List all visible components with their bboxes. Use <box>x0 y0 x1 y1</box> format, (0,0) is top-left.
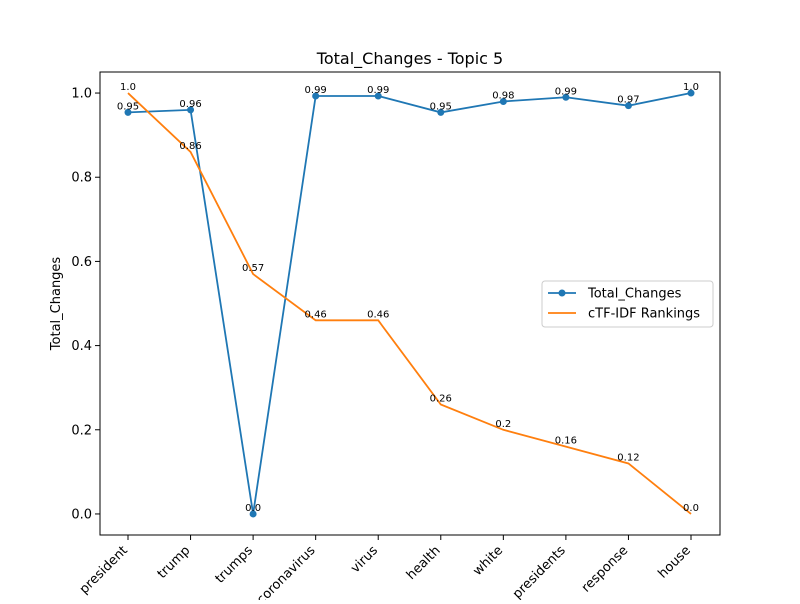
data-label: 1.0 <box>120 82 136 93</box>
data-label: 0.99 <box>555 86 577 97</box>
data-label: 0.95 <box>117 101 139 112</box>
data-point <box>562 93 570 101</box>
legend-label: cTF-IDF Rankings <box>588 307 700 322</box>
data-point <box>687 89 695 97</box>
data-label: 0.16 <box>555 436 577 447</box>
data-point <box>187 106 195 114</box>
legend-box <box>541 280 714 328</box>
data-label: 0.2 <box>495 419 511 430</box>
plot-frame <box>99 71 721 536</box>
y-tick-label: 0.8 <box>71 171 92 186</box>
data-label: 0.99 <box>367 85 389 96</box>
y-tick-label: 1.0 <box>71 87 92 102</box>
data-label: 0.46 <box>367 309 389 320</box>
y-tick-label: 0.6 <box>71 255 92 270</box>
data-label: 0.97 <box>617 95 639 106</box>
y-tick-label: 0.4 <box>71 339 92 354</box>
data-label: 0.95 <box>430 101 452 112</box>
y-axis-label: Total_Changes <box>49 257 64 352</box>
data-label: 0.96 <box>179 99 201 110</box>
series-line-0 <box>127 92 692 515</box>
data-label: 0.0 <box>683 503 699 514</box>
data-label: 0.86 <box>179 141 201 152</box>
data-point <box>312 92 320 100</box>
data-point <box>374 92 382 100</box>
series-lines <box>124 89 695 518</box>
legend-marker <box>558 289 566 297</box>
data-point <box>249 510 257 518</box>
data-label: 0.0 <box>245 503 261 514</box>
y-tick-label: 0.0 <box>71 507 92 522</box>
data-label: 0.98 <box>492 90 514 101</box>
data-point <box>624 102 632 110</box>
series-line-1 <box>127 92 692 515</box>
data-label: 0.46 <box>305 309 327 320</box>
data-label: 0.12 <box>617 452 639 463</box>
data-label: 1.0 <box>683 82 699 93</box>
legend: Total_Changes cTF-IDF Rankings <box>541 280 714 328</box>
data-point <box>437 108 445 116</box>
legend-label: Total_Changes <box>587 287 682 302</box>
data-label: 0.26 <box>430 394 452 405</box>
data-label: 0.57 <box>242 263 264 274</box>
y-tick-label: 0.2 <box>71 423 92 438</box>
data-label: 0.99 <box>305 85 327 96</box>
data-point <box>499 97 507 105</box>
data-point <box>124 108 132 116</box>
chart-title: Total_Changes - Topic 5 <box>316 49 503 69</box>
data-labels: 0.95 0.96 0.0 0.99 0.99 0.95 0.98 0.99 0.97 1.0 1.… <box>117 82 699 514</box>
